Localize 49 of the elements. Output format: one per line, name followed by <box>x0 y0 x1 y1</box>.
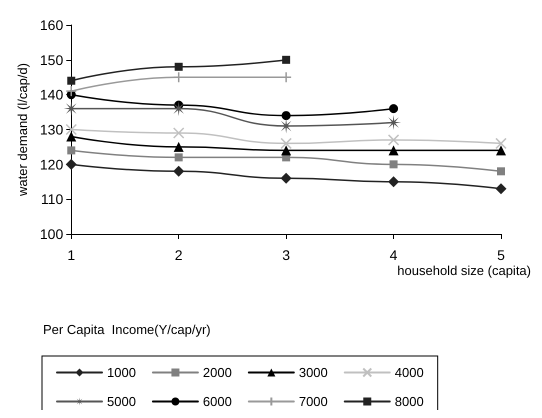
y-tick-label: 160 <box>40 17 64 33</box>
x-axis-title: household size (capita) <box>397 263 531 278</box>
point <box>280 172 292 184</box>
y-tick-label: 120 <box>40 156 64 172</box>
point <box>495 138 507 150</box>
point <box>281 145 292 156</box>
point <box>66 85 78 97</box>
point <box>173 166 184 177</box>
x-tick-label: 2 <box>174 247 183 263</box>
legend-label: 2000 <box>202 365 232 380</box>
point <box>66 158 77 170</box>
point <box>388 134 400 146</box>
y-tick-label: 130 <box>40 122 64 138</box>
point <box>66 131 76 142</box>
point <box>496 183 506 194</box>
point <box>67 76 76 85</box>
x-tick-label: 4 <box>390 247 398 263</box>
point <box>280 138 292 150</box>
x-tick-label: 3 <box>282 247 290 263</box>
legend-label: 6000 <box>202 394 232 409</box>
legend-label: 5000 <box>107 394 136 409</box>
legend-title: Per Capita Income(Y/cap/yr) <box>43 322 211 337</box>
point <box>390 160 398 168</box>
point <box>174 62 183 71</box>
point <box>282 111 291 120</box>
y-axis-title: water demand (l/cap/d) <box>15 63 30 197</box>
point <box>66 124 78 136</box>
point <box>174 153 183 162</box>
point <box>67 146 76 154</box>
y-tick-label: 140 <box>40 86 64 103</box>
point <box>388 145 399 156</box>
point <box>386 115 402 130</box>
legend-label: 7000 <box>298 394 328 409</box>
point <box>282 56 290 64</box>
point <box>389 104 398 114</box>
legend-label: 3000 <box>298 365 328 380</box>
legend-label: 1000 <box>107 365 136 380</box>
point <box>496 145 506 156</box>
legend-label: 8000 <box>394 394 424 409</box>
point <box>174 142 184 152</box>
x-tick-label: 5 <box>497 247 506 263</box>
point <box>172 127 184 139</box>
point <box>388 176 400 188</box>
x-tick-label: 1 <box>67 247 76 263</box>
y-tick-label: 110 <box>40 191 64 208</box>
legend-label: 4000 <box>394 365 424 380</box>
point <box>497 167 505 176</box>
y-tick-label: 100 <box>40 226 64 242</box>
y-tick-label: 150 <box>40 52 64 68</box>
